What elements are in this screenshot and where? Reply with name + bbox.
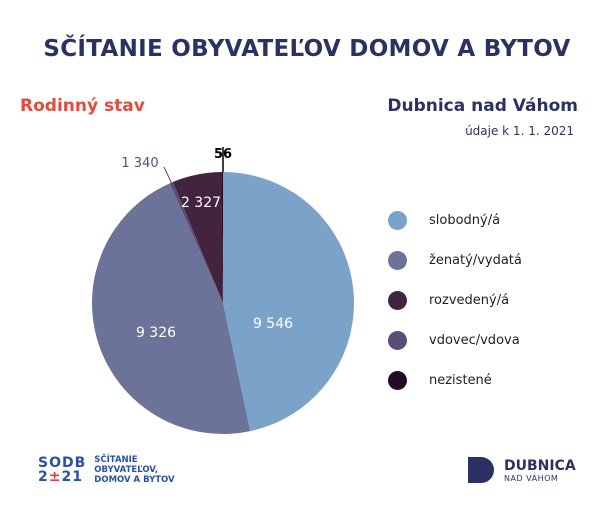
legend-item: slobodný/á: [388, 200, 522, 240]
legend-item: nezistené: [388, 360, 522, 400]
label-vdovec: 1 340: [121, 156, 158, 171]
legend-swatch: [388, 370, 407, 390]
legend-swatch: [388, 210, 407, 230]
leader-line-vdovec: [163, 166, 173, 185]
pie-slice: [221, 172, 223, 303]
label-rozvedeny: 2 327: [181, 195, 221, 211]
sodb-logo: SODB 2±21 SČÍTANIE OBYVATEĽOV, DOMOV A BYT…: [38, 455, 175, 485]
legend-item: rozvedený/á: [388, 280, 522, 320]
legend-swatch: [388, 250, 407, 270]
legend-swatch: [388, 330, 407, 350]
label-zenaty: 9 326: [136, 325, 176, 341]
legend-swatch: [388, 290, 407, 310]
pie-slice: [223, 172, 354, 432]
pie-slice: [92, 183, 251, 434]
oak-leaf-icon: [468, 457, 494, 483]
legend-item: vdovec/vdova: [388, 320, 522, 360]
legend-item: ženatý/vydatá: [388, 240, 522, 280]
legend: slobodný/á ženatý/vydatá rozvedený/á vdo…: [388, 200, 522, 400]
pie-slice: [169, 181, 223, 303]
data-date: údaje k 1. 1. 2021: [465, 124, 574, 138]
label-slobodny: 9 546: [253, 316, 293, 332]
city-name: Dubnica nad Váhom: [387, 96, 578, 116]
pie-slice: [172, 172, 223, 303]
dubnica-logo: DUBNICA NAD VÁHOM: [468, 457, 576, 483]
chart-subtitle: Rodinný stav: [20, 96, 145, 116]
page-title: SČÍTANIE OBYVATEĽOV DOMOV A BYTOV: [43, 36, 571, 62]
label-nezistene: 56: [214, 147, 232, 162]
